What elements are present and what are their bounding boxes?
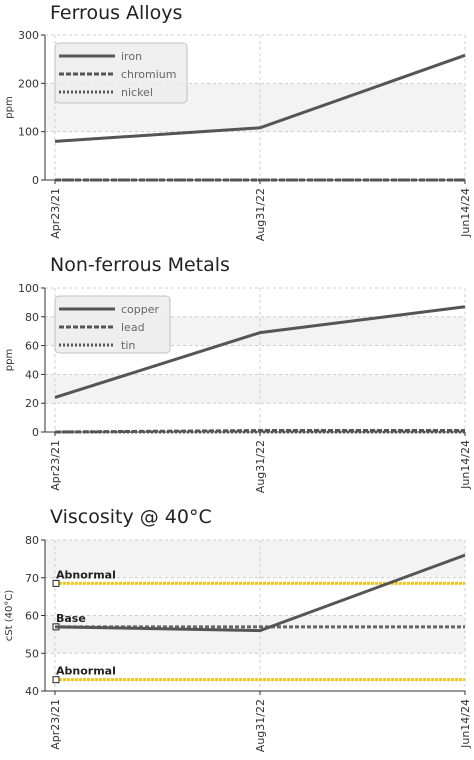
y-tick-label: 80 [25,534,39,547]
chart-title: Viscosity @ 40°C [50,506,212,528]
chart-non-ferrous-metals: Non-ferrous Metals 0 20 40 60 80 100 Apr23/21 A… [4,254,472,493]
x-tick-label: Jun14/24 [459,699,472,749]
grid-band [45,615,465,654]
x-tick-label: Aug31/22 [254,188,267,241]
y-axis-label: ppm [4,349,15,371]
chart-title: Ferrous Alloys [50,2,183,24]
y-tick-label: 100 [18,282,39,295]
chart-ferrous-alloys: Ferrous Alloys 0 100 200 300 Apr23/21 Aug31/2… [0,0,474,250]
ferrous-alloys-plot: 0 100 200 300 Apr23/21 Aug31/22 Jun14/24 ppm iro… [4,29,472,241]
y-tick-label: 200 [18,77,39,90]
y-axis-label: ppm [4,96,15,118]
y-tick-label: 60 [25,610,39,623]
legend-label-copper: copper [121,303,160,316]
legend-box [54,42,188,104]
x-tick-label: Jun14/24 [459,440,472,490]
legend-label-tin: tin [121,339,135,352]
legend-label-nickel: nickel [121,86,153,99]
x-tick-label: Apr23/21 [49,440,62,491]
reference-label: Base [56,612,86,625]
reference-label: Abnormal [56,568,116,581]
reference-marker [52,579,60,587]
reference-label: Abnormal [56,665,116,678]
y-tick-label: 300 [18,29,39,42]
series-line-copper [54,305,466,399]
y-tick-label: 80 [25,311,39,324]
x-tick-label: Apr23/21 [49,188,62,239]
y-tick-label: 0 [32,174,39,187]
series-line-value [54,553,466,633]
x-tick-label: Aug31/22 [254,699,267,752]
x-tick-label: Apr23/21 [49,699,62,750]
y-tick-label: 60 [25,340,39,353]
y-tick-label: 100 [18,126,39,139]
y-tick-label: 50 [25,647,39,660]
grid-band [45,540,465,578]
legend-label-chromium: chromium [121,68,177,81]
x-tick-label: Aug31/22 [254,440,267,493]
y-tick-label: 40 [25,685,39,698]
chart-title: Non-ferrous Metals [50,254,230,276]
x-tick-label: Jun14/24 [459,188,472,238]
legend-label-lead: lead [121,321,145,334]
legend-label-iron: iron [121,50,142,63]
y-tick-label: 70 [25,572,39,585]
non-ferrous-metals-plot: 0 20 40 60 80 100 Apr23/21 Aug31/22 Jun14/24 ppm c… [4,282,472,493]
y-tick-label: 40 [25,368,39,381]
reference-marker [52,676,60,684]
y-tick-label: 0 [32,426,39,439]
y-tick-label: 20 [25,397,39,410]
y-axis-label: cSt (40°C) [4,590,15,642]
series-line-iron [54,53,466,143]
